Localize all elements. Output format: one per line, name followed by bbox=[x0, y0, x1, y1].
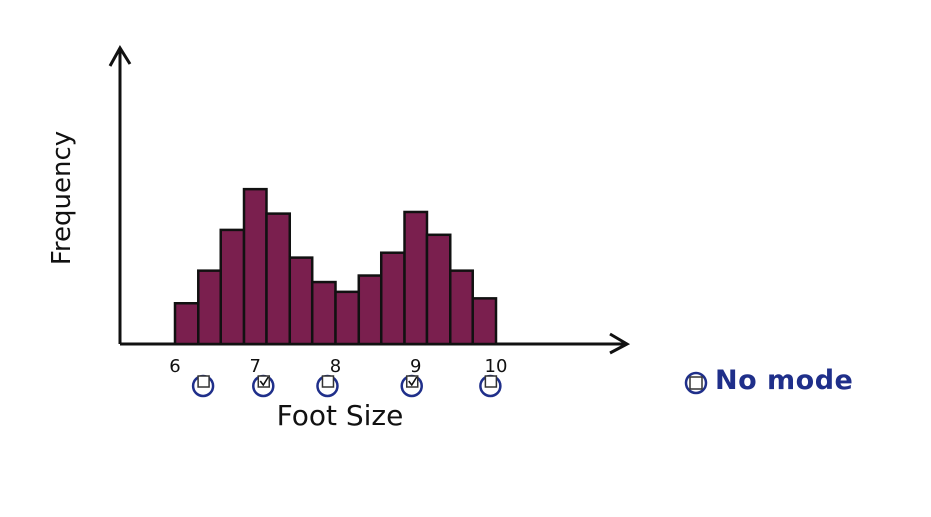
histogram-bar bbox=[379, 251, 406, 346]
checkbox-icon[interactable] bbox=[484, 375, 498, 388]
checkbox-icon[interactable] bbox=[689, 376, 703, 390]
histogram-bar bbox=[173, 302, 200, 346]
histogram-bar bbox=[219, 228, 246, 346]
histogram-bar bbox=[403, 210, 429, 346]
mode-option[interactable] bbox=[252, 374, 275, 398]
y-axis-arrow bbox=[108, 45, 132, 67]
mode-option[interactable] bbox=[316, 374, 339, 398]
x-tick-label: 7 bbox=[250, 356, 261, 377]
checkbox-icon[interactable] bbox=[405, 375, 419, 388]
histogram-bar bbox=[425, 233, 452, 346]
histogram-bar bbox=[197, 269, 222, 346]
x-axis-arrow bbox=[609, 332, 631, 355]
histogram-bar bbox=[449, 269, 474, 346]
histogram-bar bbox=[242, 187, 268, 346]
x-tick-label: 10 bbox=[485, 356, 508, 377]
y-axis-label: Frequency bbox=[47, 131, 77, 265]
checkmark-icon bbox=[408, 376, 418, 387]
no-mode-label: No mode bbox=[715, 365, 854, 396]
checkbox-icon[interactable] bbox=[321, 375, 335, 388]
checkbox-icon[interactable] bbox=[257, 375, 271, 388]
x-tick-label: 9 bbox=[410, 356, 421, 377]
histogram-bar bbox=[288, 256, 314, 346]
checkbox-icon[interactable] bbox=[197, 375, 210, 388]
radio-circle-icon bbox=[684, 371, 708, 395]
no-mode-option[interactable] bbox=[684, 371, 708, 395]
mode-options bbox=[191, 374, 502, 398]
histogram-bar bbox=[471, 297, 498, 346]
histogram-bar bbox=[265, 212, 292, 346]
mode-option[interactable] bbox=[400, 374, 423, 398]
histogram-bar bbox=[334, 290, 361, 346]
x-axis-label: Foot Size bbox=[277, 399, 404, 432]
bars bbox=[173, 187, 498, 346]
x-tick-labels: 6 7 8 9 10 bbox=[169, 356, 507, 377]
mode-option[interactable] bbox=[191, 374, 215, 398]
x-tick-label: 6 bbox=[169, 356, 180, 377]
mode-option[interactable] bbox=[479, 374, 502, 398]
x-tick-label: 8 bbox=[330, 356, 341, 377]
histogram-bar bbox=[357, 274, 383, 346]
checkmark-icon bbox=[259, 376, 269, 387]
histogram-bar bbox=[310, 280, 337, 346]
